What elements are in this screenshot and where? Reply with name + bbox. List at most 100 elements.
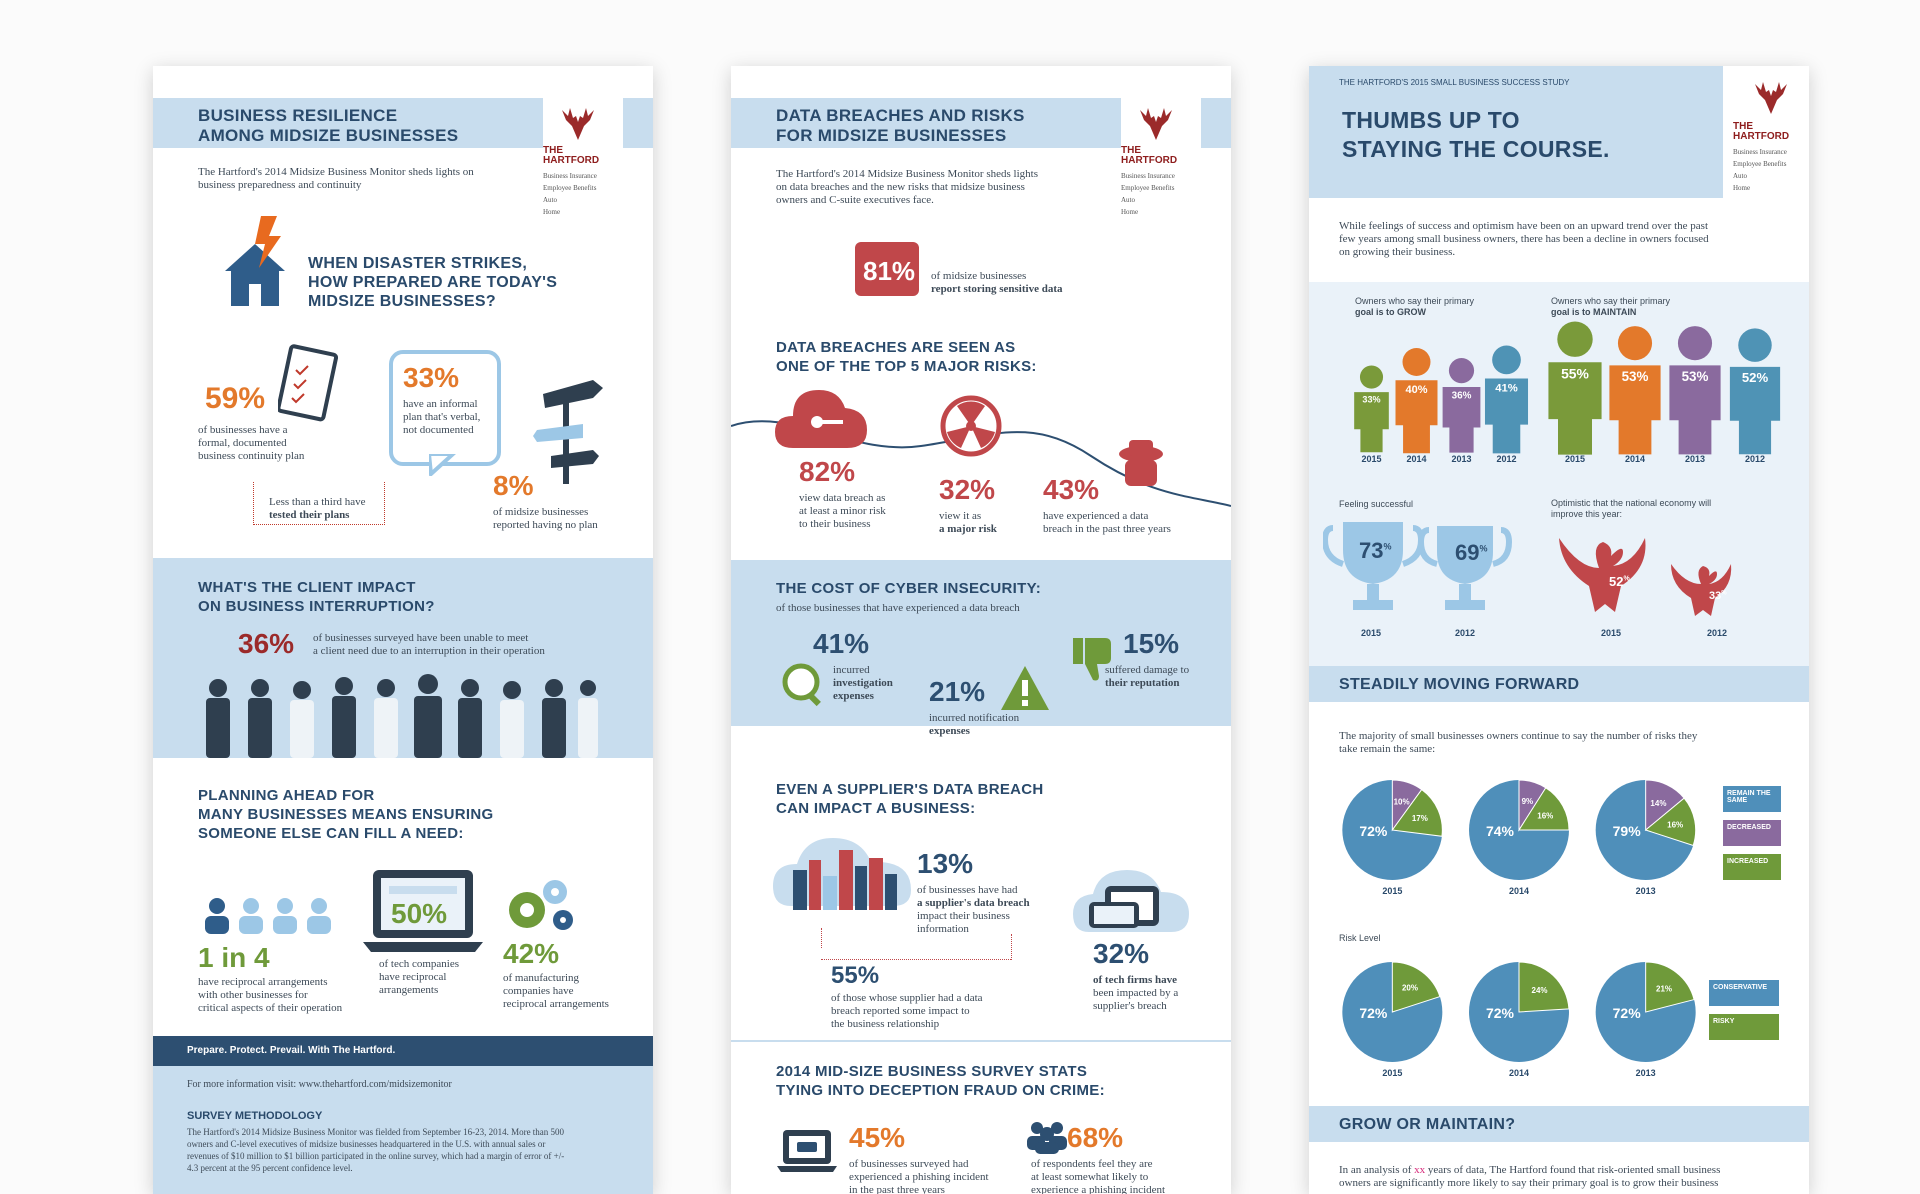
pie-main-label: 74% <box>1486 823 1515 839</box>
pie-slice-label: 10% <box>1394 797 1410 806</box>
stat-50: 50% <box>391 898 448 929</box>
trophies-icon <box>1323 522 1513 610</box>
pie-year: 2014 <box>1509 886 1529 896</box>
text-line: at least somewhat likely to <box>1031 1171 1149 1183</box>
text-line: formal, documented <box>198 437 287 449</box>
text-line: breach reported some impact to <box>831 1005 970 1017</box>
impact-heading: WHAT'S THE CLIENT IMPACT ON BUSINESS INT… <box>198 578 435 616</box>
person-year: 2015 <box>1361 454 1381 464</box>
text-line: goal is to GROW <box>1355 307 1426 317</box>
stat-36-text: of businesses surveyed have been unable … <box>313 632 545 658</box>
pie-chart: 20% 72% 2015 <box>1342 961 1443 1078</box>
risk-wave-line <box>731 390 1231 507</box>
pie-main-label: 72% <box>1359 823 1388 839</box>
title-line: DATA BREACHES AND RISKS <box>776 106 1025 125</box>
person-figure: 40% 2014 <box>1395 348 1438 464</box>
text-line: Less than a third have <box>269 496 366 508</box>
heading-line: EVEN A SUPPLIER'S DATA BREACH <box>776 781 1044 798</box>
callout-line <box>821 928 823 948</box>
logo-line: Employee Benefits <box>1121 184 1175 192</box>
person-year: 2012 <box>1745 454 1765 464</box>
pie-slice-label: 16% <box>1667 820 1683 829</box>
laptop-card-icon <box>777 1130 837 1172</box>
grow-label: Owners who say their primary goal is to … <box>1355 296 1474 318</box>
grow-heading: GROW OR MAINTAIN? <box>1339 1116 1516 1133</box>
person-head <box>1448 358 1475 384</box>
risk-level-pies: 20% 72% 2015 24% 72% 2014 21% 72% 2013 <box>1329 958 1709 1082</box>
text-line: critical aspects of their operation <box>198 1002 343 1014</box>
eagle-2015-value: 52% <box>1609 574 1630 589</box>
text-part: years of data, The Hartford found that r… <box>1425 1164 1721 1176</box>
person-figure: 41% 2012 <box>1484 345 1529 464</box>
title-line: STAYING THE COURSE. <box>1342 136 1610 162</box>
text-line: on data breaches and the new risks that … <box>776 181 1025 193</box>
heading-line: PLANNING AHEAD FOR <box>198 787 375 804</box>
stat-8: 8% <box>493 470 534 501</box>
stat-45-text: of businesses surveyed had experienced a… <box>849 1158 989 1194</box>
more-info-link[interactable]: For more information visit: www.thehartf… <box>187 1079 452 1090</box>
text-line: breach in the past three years <box>1043 523 1171 535</box>
heading-line: SOMEONE ELSE CAN FILL A NEED: <box>198 825 464 842</box>
logo-the: THE <box>1121 145 1141 156</box>
text-line: In an analysis of xx years of data, The … <box>1339 1164 1720 1177</box>
text-line: few years among small business owners, t… <box>1339 233 1709 245</box>
text-line: investigation <box>833 677 893 689</box>
text-line: a client need due to an interruption in … <box>313 645 545 657</box>
panel-small-business-success: THE HARTFORD'S 2015 SMALL BUSINESS SUCCE… <box>1309 66 1809 1194</box>
stat-1in4-text: have reciprocal arrangements with other … <box>198 976 342 1015</box>
logo-name: HARTFORD <box>1121 155 1178 166</box>
stat-45: 45% <box>849 1122 906 1153</box>
clipboard-icon <box>278 344 338 422</box>
text-line: expenses <box>833 690 874 702</box>
text-line: reported having no plan <box>493 519 598 531</box>
heading-line: HOW PREPARED ARE TODAY'S <box>308 274 558 291</box>
tested-text: Less than a third have tested their plan… <box>269 496 366 522</box>
panel-business-resilience: BUSINESS RESILIENCE AMONG MIDSIZE BUSINE… <box>153 66 653 1194</box>
text-line: of manufacturing <box>503 972 580 984</box>
steady-heading: STEADILY MOVING FORWARD <box>1339 676 1580 693</box>
pie-slice-risky <box>1391 961 1441 1013</box>
laptop-icon <box>363 870 483 952</box>
disaster-heading: WHEN DISASTER STRIKES, HOW PREPARED ARE … <box>308 254 557 311</box>
logo-line: Home <box>543 208 561 216</box>
steady-text: The majority of small businesses owners … <box>1339 730 1697 756</box>
pie-slice-label: 20% <box>1402 984 1418 993</box>
logo-line: Auto <box>543 196 557 204</box>
warning-icon <box>1001 666 1049 710</box>
text-line: incurred notification <box>929 712 1020 724</box>
grow-band <box>1309 1106 1809 1142</box>
pie-main-label: 72% <box>1359 1005 1388 1021</box>
heading-line: WHAT'S THE CLIENT IMPACT <box>198 579 416 596</box>
risk-count-pies: 10% 17% 72% 2015 9% 16% 74% 2014 14% 16% 79% 2013 <box>1329 776 1709 896</box>
hartford-logo: THE HARTFORD Business Insurance Employee… <box>543 98 623 216</box>
text-line: suffered damage to <box>1105 664 1190 676</box>
text-line: reciprocal arrangements <box>503 998 609 1010</box>
stat-42: 42% <box>503 938 560 969</box>
text-line: the business relationship <box>831 1018 940 1030</box>
logo-line: Home <box>1121 208 1139 216</box>
person-head <box>1492 345 1521 375</box>
logo-name: HARTFORD <box>1733 131 1790 142</box>
text-line: Owners who say their primary <box>1355 296 1475 306</box>
text-line: owners and C-level executives of midsize… <box>187 1139 546 1149</box>
planning-heading: PLANNING AHEAD FOR MANY BUSINESSES MEANS… <box>198 786 493 843</box>
text-line: been impacted by a <box>1093 987 1179 999</box>
footer-bar <box>153 1036 653 1066</box>
logo-line: Business Insurance <box>1121 172 1175 180</box>
logo-line: Employee Benefits <box>1733 160 1787 168</box>
text-line: While feelings of success and optimism h… <box>1339 220 1708 232</box>
pie-year: 2013 <box>1636 1068 1656 1078</box>
heading-line: CAN IMPACT A BUSINESS: <box>776 800 976 817</box>
text-line: of midsize businesses <box>931 270 1027 282</box>
person-body <box>1484 378 1529 454</box>
trophy-2015-value: 73% <box>1359 538 1392 564</box>
person-head <box>1738 328 1772 362</box>
text-line: view it as <box>939 510 982 522</box>
person-value: 55% <box>1561 365 1589 381</box>
text-line: have reciprocal arrangements <box>198 976 328 988</box>
pie-slice-label: 17% <box>1412 814 1428 823</box>
divider <box>731 1040 1231 1042</box>
pie-chart: 14% 16% 79% 2013 <box>1595 779 1697 896</box>
text-line: business continuity plan <box>198 450 305 462</box>
